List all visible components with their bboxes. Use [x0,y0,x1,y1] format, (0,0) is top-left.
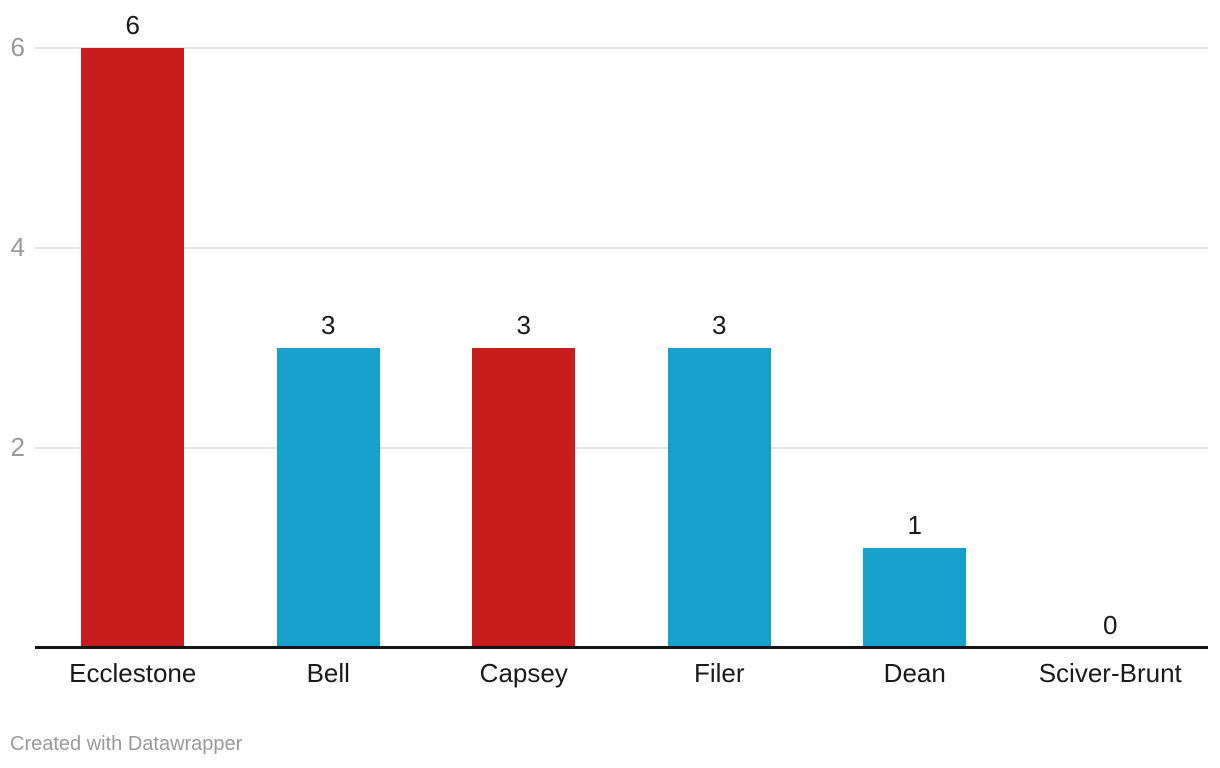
attribution-text: Created with Datawrapper [10,733,243,755]
x-axis-category-label: Filer [693,658,745,688]
x-axis-line [35,646,1208,649]
x-axis-category-label: Bell [306,658,350,688]
bar-ecclestone [81,48,185,647]
bar-value-label: 3 [516,310,531,340]
bar-value-label: 0 [1103,610,1118,640]
y-axis-tick-label: 4 [10,232,25,262]
y-axis-tick-label: 6 [10,32,25,62]
bar-filer [667,348,771,647]
y-axis-tick-label: 2 [10,432,25,462]
x-axis-category-label: Sciver-Brunt [1038,658,1182,688]
bar-dean [863,548,967,647]
bar-bell [276,348,380,647]
bar-value-label: 3 [321,310,336,340]
x-axis-category-label: Ecclestone [69,658,197,688]
gridline [35,447,1208,449]
gridline [35,47,1208,49]
bar-value-label: 1 [907,510,922,540]
gridline [35,247,1208,249]
bar-capsey [472,348,576,647]
bar-value-label: 6 [125,10,140,40]
x-axis-category-label: Dean [883,658,946,688]
x-axis-category-label: Capsey [479,658,568,688]
bar-value-label: 3 [712,310,727,340]
